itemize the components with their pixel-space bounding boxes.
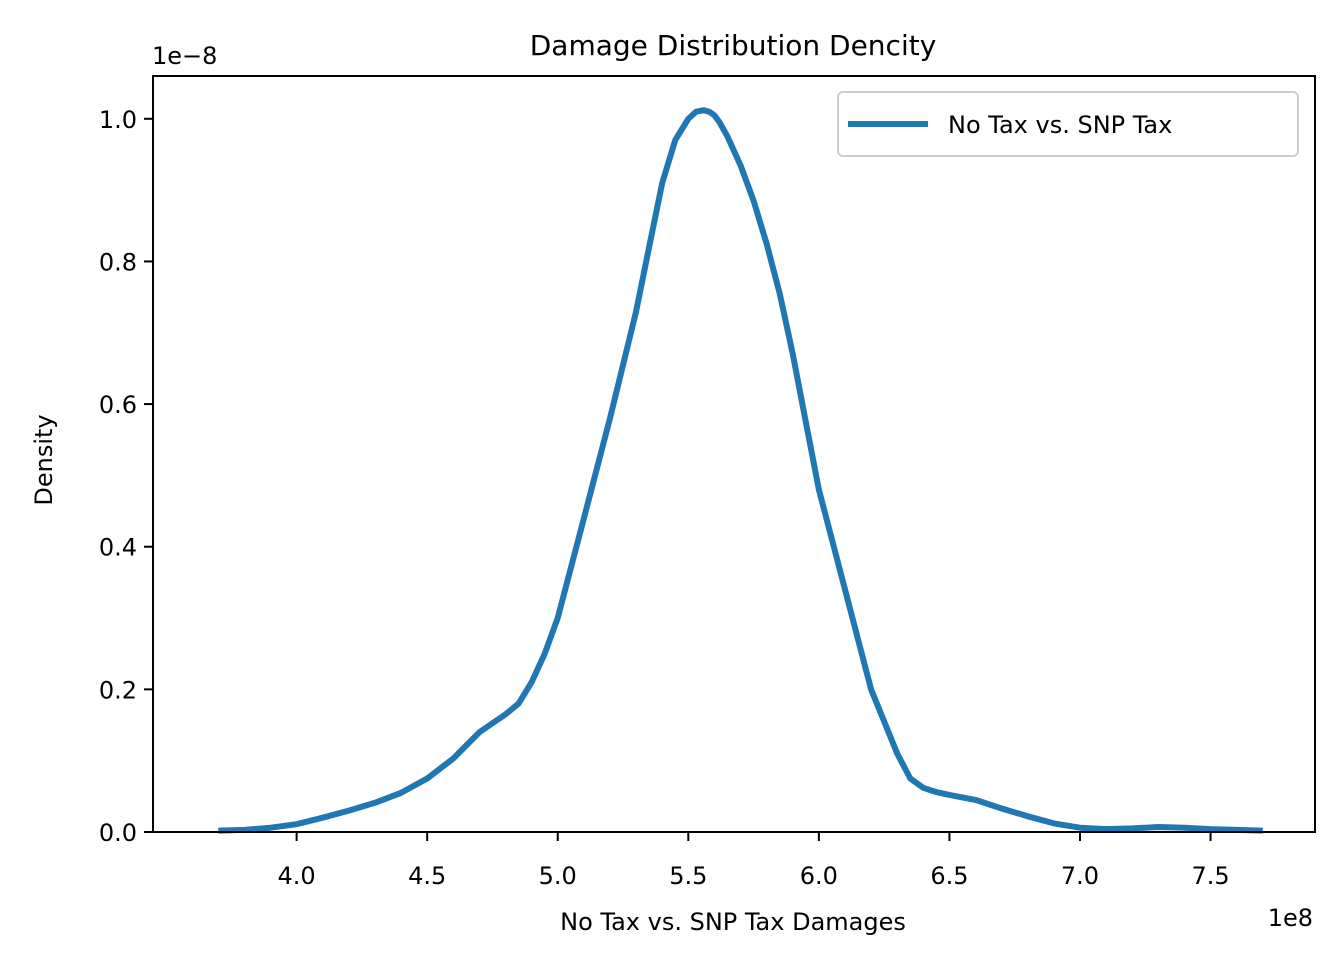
- y-axis: 0.0 0.2 0.4 0.6 0.8 1.0: [99, 106, 153, 847]
- plot-area-frame: [152, 75, 1316, 833]
- x-offset-label: 1e8: [1268, 904, 1313, 932]
- x-tick-label: 6.5: [930, 862, 968, 890]
- y-tick-label: 0.8: [99, 248, 137, 276]
- x-tick-label: 6.0: [800, 862, 838, 890]
- x-tick-label: 5.5: [669, 862, 707, 890]
- x-axis: 4.0 4.5 5.0 5.5 6.0 6.5 7.0 7.5: [278, 832, 1230, 890]
- y-tick-label: 0.6: [99, 391, 137, 419]
- x-tick-label: 7.5: [1191, 862, 1229, 890]
- series-line-no-tax-vs-snp-tax: [218, 107, 1263, 834]
- legend: No Tax vs. SNP Tax: [837, 91, 1299, 157]
- y-tick-label: 0.4: [99, 534, 137, 562]
- chart-title: Damage Distribution Dencity: [530, 29, 937, 62]
- legend-box: [837, 91, 1299, 157]
- y-axis-label: Density: [30, 414, 58, 505]
- y-tick-label: 1.0: [99, 106, 137, 134]
- y-tick-label: 0.2: [99, 676, 137, 704]
- y-offset-label: 1e−8: [152, 42, 217, 70]
- y-tick-label: 0.0: [99, 819, 137, 847]
- x-axis-label: No Tax vs. SNP Tax Damages: [560, 908, 906, 936]
- legend-label: No Tax vs. SNP Tax: [948, 111, 1172, 139]
- x-tick-label: 7.0: [1061, 862, 1099, 890]
- x-tick-label: 5.0: [539, 862, 577, 890]
- x-tick-label: 4.5: [408, 862, 446, 890]
- x-tick-label: 4.0: [278, 862, 316, 890]
